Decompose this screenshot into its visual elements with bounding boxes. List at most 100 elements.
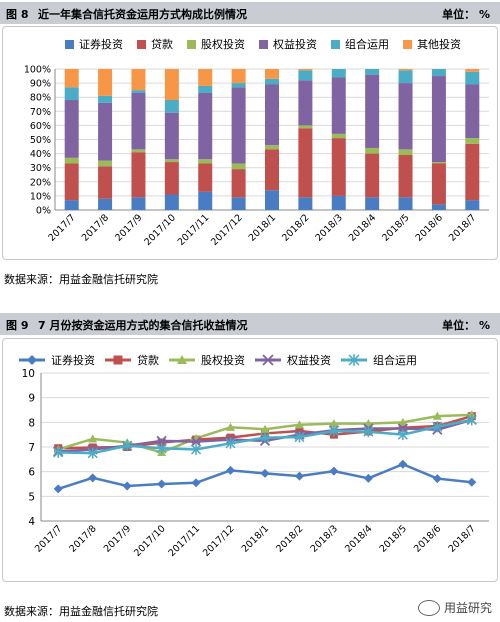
- x-tick-label: 2017/12: [201, 523, 237, 559]
- bar-segment: [398, 69, 413, 71]
- bar-segment: [164, 69, 179, 101]
- data-point: [226, 465, 236, 475]
- bar-segment: [365, 153, 380, 198]
- data-point: [157, 438, 166, 447]
- bar-segment: [465, 200, 480, 210]
- bar-segment: [98, 198, 113, 210]
- data-point: [53, 484, 63, 494]
- data-point: [87, 447, 98, 459]
- bar-segment: [465, 69, 480, 72]
- data-point: [157, 479, 167, 489]
- legend-label: 股权投资: [201, 37, 245, 51]
- bar-segment: [231, 169, 246, 198]
- data-point: [397, 429, 408, 441]
- data-point: [27, 355, 37, 365]
- x-tick-label: 2017/7: [46, 212, 77, 243]
- figure-unit: 单位： %: [442, 8, 490, 21]
- figure-8-header: 图 8 近一年集合信托资金运用方式构成比例情况 单位： %: [0, 2, 500, 24]
- bar-segment: [265, 78, 279, 85]
- bar-segment: [398, 83, 413, 150]
- x-tick-label: 2018/3: [313, 212, 344, 243]
- data-point: [191, 443, 202, 455]
- bar-segment: [198, 85, 213, 93]
- y-tick-label: 6: [28, 467, 35, 479]
- data-point: [329, 466, 339, 476]
- x-tick-label: 2018/5: [378, 523, 409, 554]
- x-tick-label: 2018/1: [240, 523, 271, 554]
- data-point: [156, 435, 167, 446]
- data-point: [177, 355, 187, 364]
- bar-segment: [164, 159, 179, 163]
- data-point: [225, 437, 236, 449]
- x-tick-label: 2017/9: [113, 212, 144, 243]
- bar-segment: [365, 197, 380, 210]
- stacked-bar-chart-panel: 证券投资 贷款 股权投资 权益投资 组合运用 其他投资 0% 10% 20% 30% 40% 50% 6…: [2, 26, 498, 260]
- figure-9-header: 图 9 7 月份按资金运用方式的集合信托收益情况 单位： %: [0, 313, 500, 335]
- bar-segment: [98, 69, 113, 96]
- y-tick-label: 60%: [30, 121, 51, 132]
- legend-swatch: [187, 40, 196, 49]
- data-point: [467, 477, 477, 487]
- bar-segment: [398, 149, 413, 156]
- bar-segment: [431, 204, 446, 210]
- data-point: [191, 478, 201, 488]
- legend-label: 贷款: [151, 37, 173, 51]
- legend-label: 权益投资: [287, 353, 331, 367]
- x-tick-label: 2018/7: [447, 212, 478, 243]
- data-point: [432, 474, 442, 484]
- data-point: [226, 422, 236, 431]
- data-point: [432, 421, 443, 433]
- bar-segment: [64, 200, 79, 210]
- y-tick-label: 90%: [30, 79, 51, 90]
- bar-segment: [398, 155, 413, 198]
- figure-title: 近一年集合信托资金运用方式构成比例情况: [38, 8, 247, 21]
- data-point: [294, 471, 304, 481]
- x-tick-label: 2017/7: [33, 523, 64, 554]
- legend-label: 组合运用: [345, 37, 389, 51]
- bar-segment: [298, 69, 313, 71]
- legend-swatch: [331, 40, 340, 49]
- data-point: [348, 354, 360, 366]
- bar-segment: [331, 77, 346, 134]
- bar-segment: [265, 69, 279, 79]
- bar-segment: [231, 69, 246, 84]
- x-tick-label: 2018/6: [412, 523, 443, 554]
- bar-segment: [131, 197, 146, 210]
- data-point: [295, 426, 304, 435]
- data-point: [466, 414, 477, 426]
- x-tick-label: 2018/1: [247, 212, 278, 243]
- bar-segment: [265, 190, 279, 210]
- data-point: [432, 411, 442, 420]
- data-point: [363, 473, 373, 483]
- x-tick-label: 2018/5: [380, 212, 411, 243]
- bar-segment: [98, 95, 113, 103]
- data-source-note: 数据来源：用益金融信托研究院: [4, 605, 158, 618]
- y-tick-label: 70%: [30, 107, 51, 118]
- x-tick-label: 2017/11: [167, 523, 203, 559]
- bar-segment: [64, 163, 79, 201]
- y-tick-label: 5: [28, 491, 35, 503]
- x-tick-label: 2018/4: [343, 523, 374, 554]
- bar-segment: [198, 191, 213, 210]
- y-tick-label: 10%: [30, 191, 51, 202]
- x-tick-label: 2017/10: [142, 212, 178, 248]
- bar-segment: [64, 157, 79, 164]
- legend-label: 贷款: [137, 353, 159, 367]
- bar-segment: [298, 197, 313, 210]
- bar-segment: [398, 197, 413, 210]
- y-tick-label: 30%: [30, 163, 51, 174]
- bar-segment: [98, 102, 113, 161]
- y-tick-label: 0%: [36, 206, 51, 217]
- bar-segment: [431, 163, 446, 205]
- data-point: [122, 440, 133, 452]
- bar-segment: [365, 147, 380, 154]
- x-tick-label: 2018/2: [280, 212, 311, 243]
- data-point: [190, 436, 202, 447]
- bar-segment: [131, 90, 146, 93]
- x-tick-label: 2017/9: [102, 523, 133, 554]
- legend-label: 证券投资: [79, 37, 123, 51]
- data-point: [122, 481, 132, 491]
- x-tick-label: 2017/11: [176, 212, 212, 248]
- bar-segment: [465, 138, 480, 144]
